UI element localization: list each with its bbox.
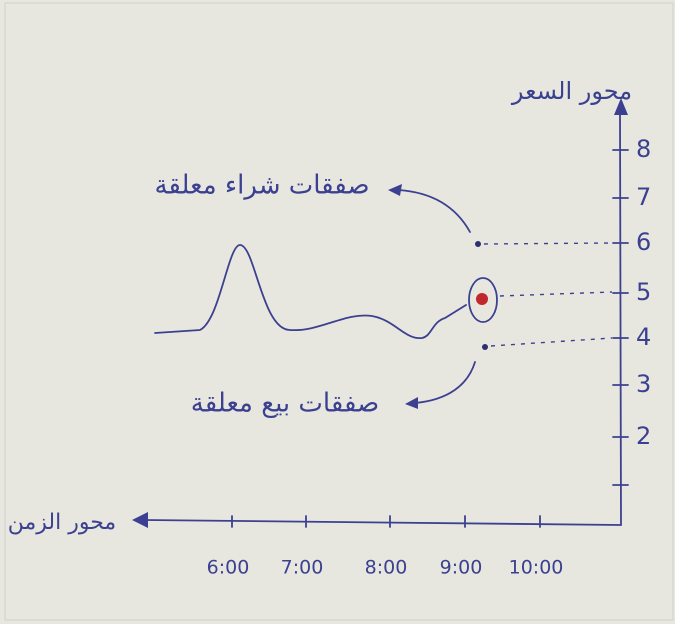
y-tick-label: 5 [636, 278, 651, 306]
y-tick-label: 4 [636, 323, 651, 351]
x-axis-label: محور الزمن [8, 510, 116, 535]
x-tick-label: 6:00 [207, 557, 250, 579]
x-tick-label: 10:00 [509, 557, 564, 579]
current-point [476, 293, 488, 305]
current-circle [468, 277, 498, 323]
y-tick-label: 7 [636, 183, 651, 211]
paper-edge [4, 2, 674, 621]
sell-arrow [414, 361, 476, 404]
sell-label: صفقات بيع معلقة [191, 389, 379, 419]
y-tick-label: 2 [636, 422, 651, 450]
buy-arrowhead [388, 184, 402, 196]
x-ticks: 6:00 7:00 8:00 9:00 10:00 [207, 515, 564, 579]
buy-label: صفقات شراء معلقة [154, 171, 369, 201]
y-tick-label: 6 [636, 228, 651, 256]
price-curve [154, 244, 467, 339]
buy-point [475, 241, 481, 247]
x-tick-label: 8:00 [365, 557, 408, 579]
buy-level [483, 242, 613, 245]
y-ticks: 8 7 6 5 4 3 2 [612, 135, 651, 486]
sell-arrowhead [405, 397, 418, 409]
y-tick-label: 3 [636, 370, 651, 398]
buy-arrow [397, 189, 471, 233]
y-tick-label: 8 [636, 135, 651, 163]
x-tick-label: 9:00 [440, 557, 483, 579]
y-axis-label: محور السعر [511, 77, 632, 105]
axes [144, 111, 622, 526]
y-arrow [614, 98, 628, 115]
sell-point [482, 344, 488, 350]
x-tick-label: 7:00 [281, 557, 324, 579]
sell-level [490, 337, 613, 347]
x-arrow [132, 512, 148, 528]
current-level [499, 291, 613, 297]
